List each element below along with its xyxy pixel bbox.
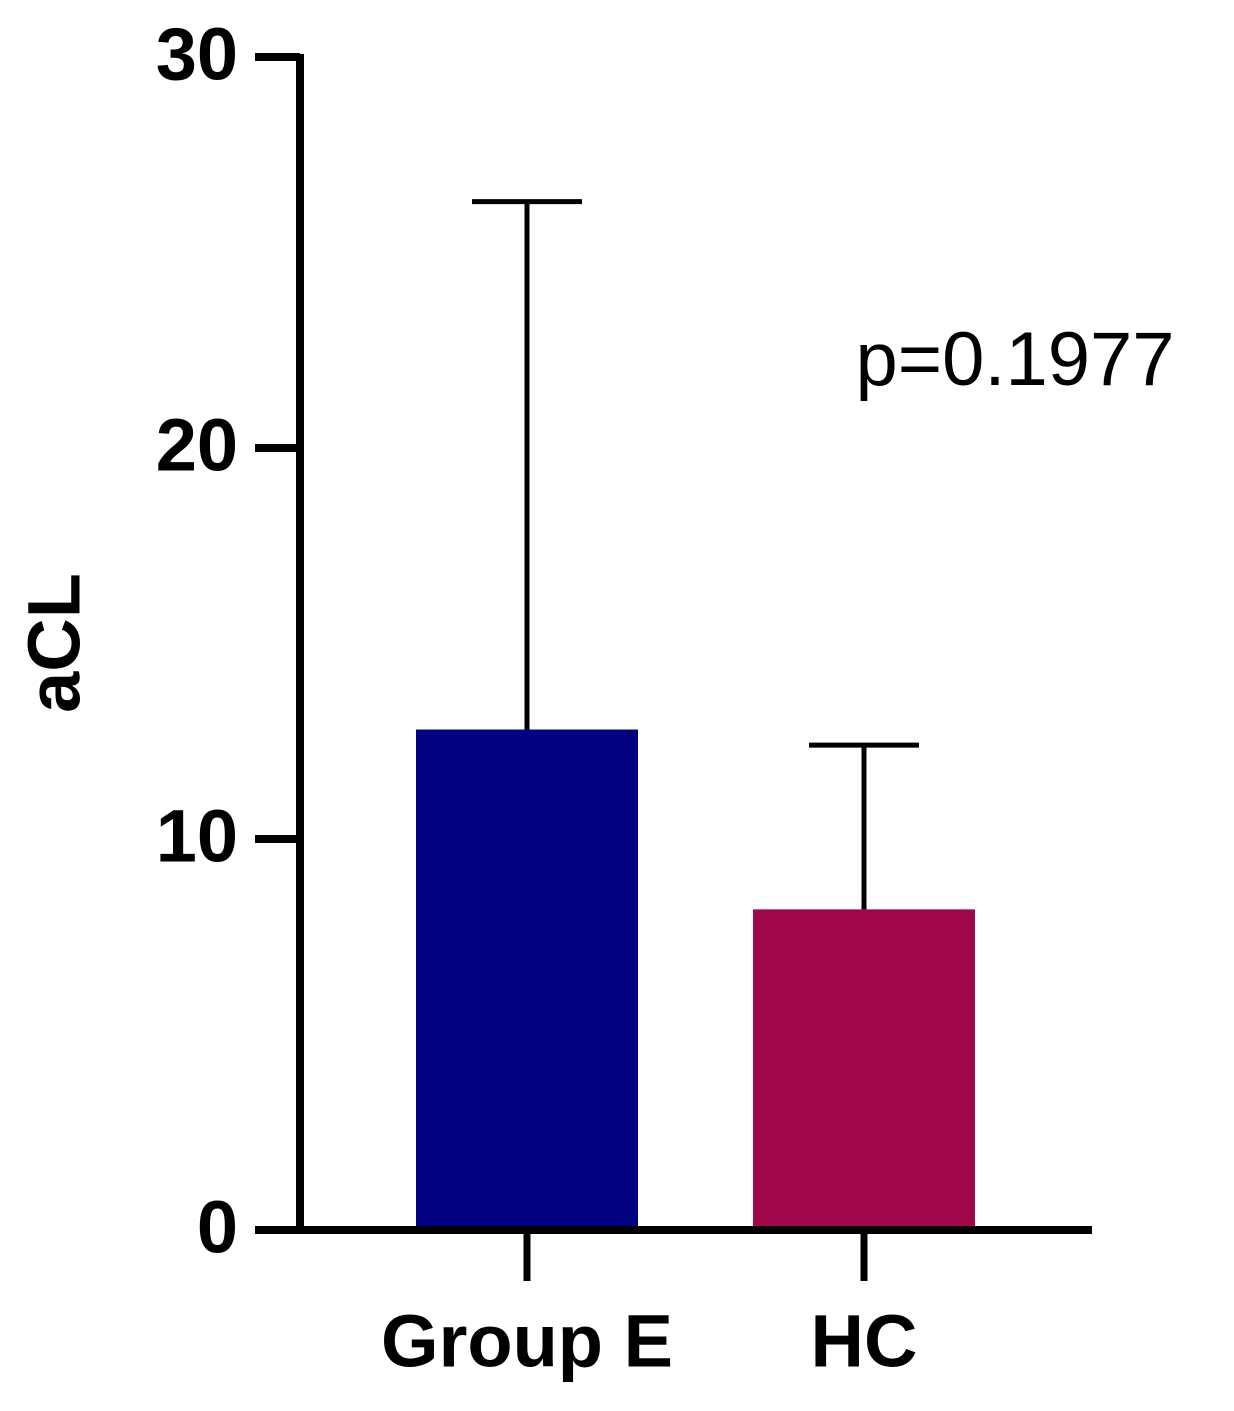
error-bar xyxy=(472,199,582,730)
bar xyxy=(753,909,975,1230)
annotation: p=0.1977 xyxy=(855,317,1174,402)
y-tick-label: 20 xyxy=(156,404,238,487)
x-tick-label: HC xyxy=(811,1300,918,1383)
y-tick-label: 30 xyxy=(156,13,238,96)
x-tick-label: Group E xyxy=(381,1300,673,1383)
y-tick-label: 0 xyxy=(197,1186,238,1269)
y-axis-label: aCL xyxy=(13,573,96,713)
error-bar xyxy=(809,742,919,910)
bar xyxy=(416,729,638,1230)
y-tick-label: 10 xyxy=(156,795,238,878)
